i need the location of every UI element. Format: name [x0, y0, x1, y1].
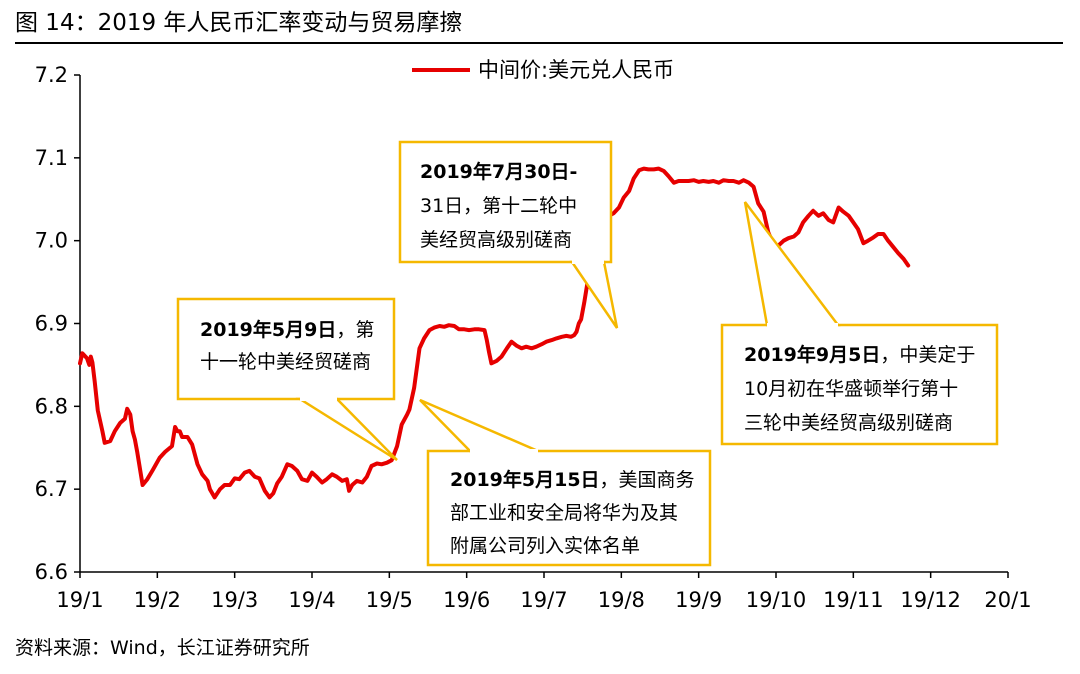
annotation-text: 31日，第十二轮中	[420, 195, 577, 217]
x-tick-label: 19/11	[823, 588, 884, 612]
x-tick-label: 19/3	[211, 588, 258, 612]
x-tick-label: 19/2	[134, 588, 181, 612]
annotation-box	[720, 323, 999, 446]
annotation-text: 2019年5月15日，美国商务	[450, 468, 695, 491]
annotation-pointer	[295, 397, 398, 462]
annotation-pointer	[419, 398, 539, 453]
annotation-text: 十一轮中美经贸磋商	[200, 351, 371, 373]
annotation-box	[176, 297, 396, 401]
x-tick-label: 20/1	[984, 588, 1031, 612]
figure-source: 资料来源：Wind，长江证券研究所	[15, 637, 310, 659]
annotation-text: 美经贸高级别磋商	[420, 229, 572, 251]
annotation-text: 三轮中美经贸高级别磋商	[744, 412, 953, 434]
annotation-pointer	[743, 201, 841, 327]
x-tick-label: 19/4	[288, 588, 335, 612]
annotation-text: 附属公司列入实体名单	[450, 535, 640, 557]
y-tick-label: 7.1	[35, 146, 68, 170]
annotation-box	[398, 140, 613, 264]
x-tick-label: 19/9	[675, 588, 722, 612]
x-tick-label: 19/12	[900, 588, 961, 612]
x-axis-ticks: 19/1 19/2 19/3 19/4 19/5 19/6 19/7 19/8 19/9 19/1…	[56, 572, 1032, 612]
annotation-text: 2019年7月30日-	[420, 160, 577, 183]
y-tick-label: 7.0	[35, 229, 68, 253]
y-tick-label: 7.2	[35, 63, 68, 87]
y-axis-ticks: 6.6 6.7 6.8 6.9 7.0 7.1 7.2	[35, 63, 80, 584]
annotation-text: 10月初在华盛顿举行第十	[744, 378, 958, 400]
y-tick-label: 6.7	[35, 477, 68, 501]
annotation-text: 2019年9月5日，中美定于	[744, 343, 975, 366]
annotation-text: 2019年5月9日，第	[200, 318, 374, 341]
y-tick-label: 6.6	[35, 560, 68, 584]
y-tick-label: 6.8	[35, 394, 68, 418]
series-line	[78, 166, 911, 500]
y-tick-label: 6.9	[35, 312, 68, 336]
x-tick-label: 19/1	[56, 588, 103, 612]
figure-title: 图 14：2019 年人民币汇率变动与贸易摩擦	[15, 6, 1063, 44]
annotation-pointer	[569, 260, 619, 329]
x-tick-label: 19/5	[366, 588, 413, 612]
x-tick-label: 19/8	[598, 588, 645, 612]
legend-label: 中间价:美元兑人民币	[478, 58, 674, 82]
legend: 中间价:美元兑人民币	[412, 58, 674, 82]
series-layer	[78, 166, 911, 500]
annotation-text: 部工业和安全局将华为及其	[450, 502, 678, 524]
x-tick-label: 19/10	[746, 588, 807, 612]
x-tick-label: 19/6	[443, 588, 490, 612]
annotation-box	[426, 449, 712, 567]
x-tick-label: 19/7	[520, 588, 567, 612]
